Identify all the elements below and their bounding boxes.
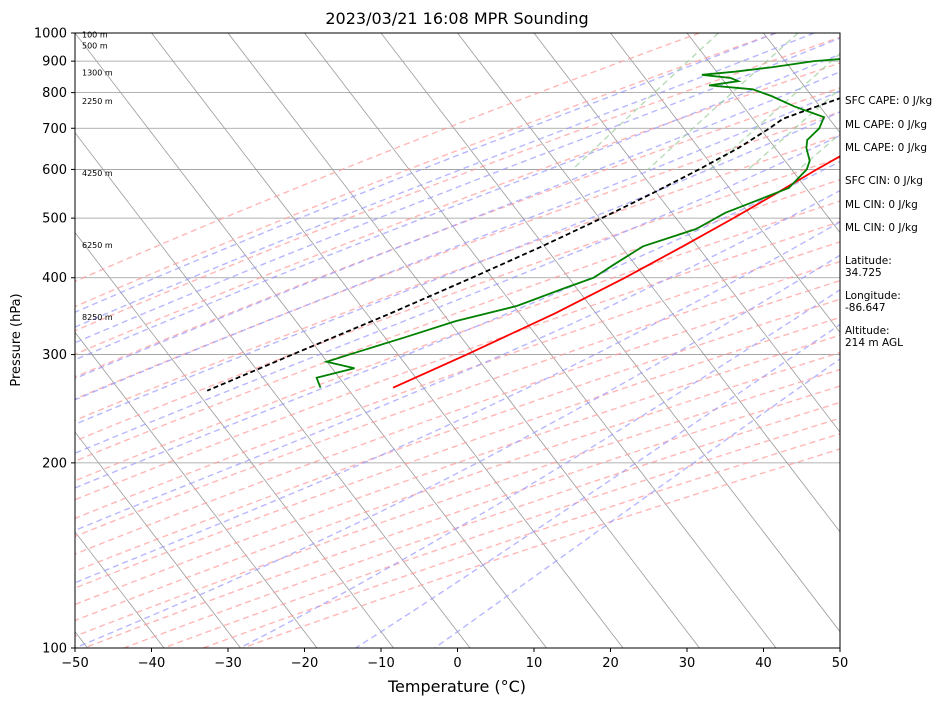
ml-cin-text: ML CIN: 0 J/kg — [845, 199, 918, 211]
moist-adiabat — [75, 111, 840, 426]
mixing-ratio-line — [647, 33, 799, 170]
isotherm — [151, 33, 624, 648]
x-tick-label: 20 — [602, 656, 619, 671]
height-label: 500 m — [82, 41, 108, 50]
height-label: 6250 m — [82, 241, 113, 250]
x-tick-label: −30 — [214, 656, 241, 671]
moist-adiabat — [75, 33, 815, 328]
isotherm — [304, 33, 777, 648]
dry-adiabat — [75, 334, 840, 606]
dry-adiabat — [75, 241, 840, 520]
dry-adiabat — [123, 401, 840, 648]
ml-cape-text: ML CAPE: 0 J/kg — [845, 119, 927, 131]
plot-frame — [74, 32, 841, 649]
y-tick-label: 1000 — [34, 27, 67, 42]
x-tick-label: −20 — [291, 656, 318, 671]
y-tick-label: 100 — [42, 642, 67, 657]
sfc-cin-text: SFC CIN: 0 J/kg — [845, 175, 923, 187]
latitude-label: Latitude: — [845, 255, 892, 267]
isotherm — [75, 231, 394, 648]
dry-adiabat — [75, 368, 840, 637]
y-tick-label: 500 — [42, 212, 67, 227]
height-label: 4250 m — [82, 169, 113, 178]
dry-adiabat — [75, 220, 840, 501]
mixing-ratio-line — [572, 33, 719, 170]
moist-adiabat — [239, 288, 840, 648]
mixing-ratio-line — [747, 87, 840, 170]
latitude-value: 34.725 — [845, 267, 882, 279]
sounding-annotations: SFC CAPE: 0 J/kg ML CAPE: 0 J/kg ML CAPE… — [845, 95, 932, 349]
moist-adiabat — [75, 33, 777, 314]
isotherm — [686, 33, 840, 234]
ml-cape-text-2: ML CAPE: 0 J/kg — [845, 142, 927, 154]
dry-adiabat — [75, 316, 840, 589]
height-labels: 100 m 500 m 1300 m 2250 m 4250 m 6250 m 8250 m — [82, 30, 113, 322]
moist-adiabat — [355, 323, 840, 648]
y-tick-label: 900 — [42, 55, 67, 70]
dewpoint-line — [315, 58, 840, 389]
x-tick-label: 10 — [526, 656, 543, 671]
dry-adiabat — [75, 157, 840, 442]
series-lines — [206, 58, 840, 392]
ml-cin-text-2: ML CIN: 0 J/kg — [845, 222, 918, 234]
chart-title: 2023/03/21 16:08 MPR Sounding — [325, 9, 588, 28]
longitude-label: Longitude: — [845, 290, 901, 302]
y-axis-ticks: 1000 900 800 700 600 500 400 300 200 100 — [34, 27, 75, 657]
y-tick-label: 600 — [42, 163, 67, 178]
dry-adiabat — [75, 134, 840, 422]
x-tick-label: 40 — [755, 656, 772, 671]
parcel-line — [206, 97, 840, 392]
mixing-ratio-line — [709, 52, 840, 170]
isotherm — [75, 132, 471, 648]
longitude-value: -86.647 — [845, 302, 886, 314]
isotherm — [75, 531, 165, 648]
background-lines — [75, 33, 840, 648]
isotherm — [75, 431, 241, 648]
y-axis-label: Pressure (hPa) — [9, 293, 24, 386]
isotherm — [75, 33, 547, 648]
sfc-cape-text: SFC CAPE: 0 J/kg — [845, 95, 932, 107]
y-tick-label: 200 — [42, 456, 67, 471]
x-tick-label: 30 — [679, 656, 696, 671]
x-tick-label: 50 — [832, 656, 849, 671]
dry-adiabat — [75, 279, 840, 555]
x-tick-label: −10 — [367, 656, 394, 671]
moist-adiabat — [75, 134, 840, 454]
dry-adiabat — [75, 111, 840, 400]
dry-adiabat — [75, 36, 840, 332]
y-tick-label: 800 — [42, 86, 67, 101]
moist-adiabat — [75, 221, 840, 584]
moist-adiabat — [75, 37, 840, 344]
dry-adiabat — [75, 178, 840, 462]
x-tick-label: 0 — [453, 656, 461, 671]
x-tick-label: −40 — [138, 656, 165, 671]
isotherm — [457, 33, 840, 533]
altitude-label: Altitude: — [845, 325, 890, 337]
altitude-value: 214 m AGL — [845, 337, 903, 349]
x-axis-ticks: −50 −40 −30 −20 −10 0 10 20 30 40 50 — [61, 648, 848, 671]
isotherm — [227, 33, 700, 648]
height-label: 1300 m — [82, 69, 113, 78]
dry-adiabat — [75, 33, 700, 283]
height-label: 2250 m — [82, 97, 113, 106]
isotherm — [610, 33, 840, 333]
moist-adiabat — [75, 53, 840, 361]
moist-adiabat — [75, 70, 840, 380]
y-tick-label: 300 — [42, 348, 67, 363]
y-tick-label: 700 — [42, 122, 67, 137]
dry-adiabat — [75, 33, 777, 308]
moist-adiabat — [75, 254, 840, 648]
dry-adiabat — [75, 62, 840, 356]
height-label: 8250 m — [82, 313, 113, 322]
dry-adiabat — [163, 417, 840, 648]
y-tick-label: 400 — [42, 271, 67, 286]
isotherm — [380, 33, 840, 633]
temperature-line — [392, 155, 840, 389]
moist-adiabat — [75, 189, 840, 532]
x-axis-label: Temperature (°C) — [387, 677, 526, 696]
height-label: 100 m — [82, 30, 108, 39]
x-tick-label: −50 — [61, 656, 88, 671]
